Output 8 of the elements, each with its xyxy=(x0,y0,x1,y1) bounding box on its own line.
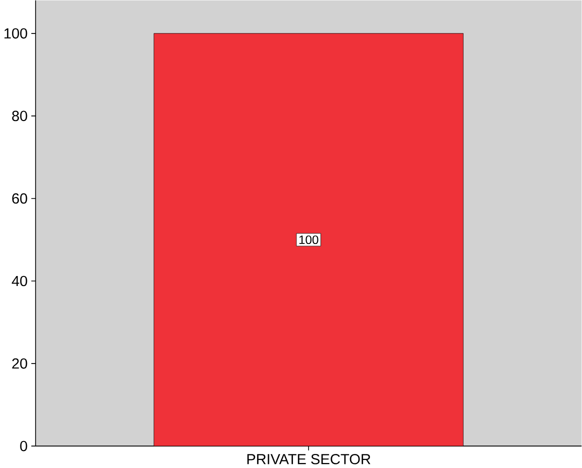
y-tick-label: 100 xyxy=(4,28,28,39)
x-tick-label: PRIVATE SECTOR xyxy=(247,454,370,464)
y-tick-label: 20 xyxy=(12,358,28,369)
y-tick-label: 40 xyxy=(12,276,28,286)
y-tick-label: 80 xyxy=(12,110,28,122)
y-tick-label: 0 xyxy=(20,441,28,452)
y-tick-label: 60 xyxy=(12,193,28,204)
data-label: 100 xyxy=(299,236,318,244)
